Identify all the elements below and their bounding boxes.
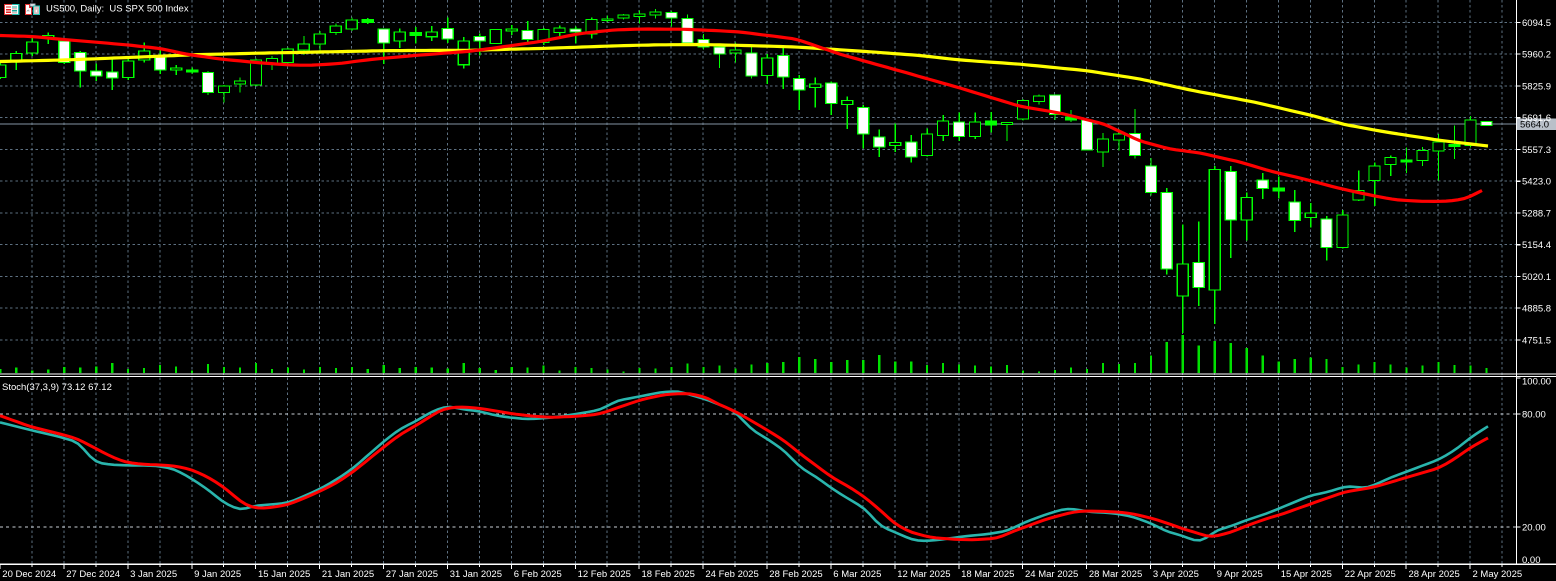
svg-text:15 Apr 2025: 15 Apr 2025 xyxy=(1281,569,1332,580)
svg-text:2 May 2025: 2 May 2025 xyxy=(1473,569,1523,580)
svg-text:Stoch(37,3,9) 73.12 67.12: Stoch(37,3,9) 73.12 67.12 xyxy=(2,382,112,393)
svg-text:5825.9: 5825.9 xyxy=(1522,81,1551,92)
svg-text:27 Jan 2025: 27 Jan 2025 xyxy=(386,569,438,580)
svg-text:24 Feb 2025: 24 Feb 2025 xyxy=(705,569,758,580)
svg-text:31 Jan 2025: 31 Jan 2025 xyxy=(450,569,502,580)
svg-text:22 Apr 2025: 22 Apr 2025 xyxy=(1345,569,1396,580)
svg-text:9 Jan 2025: 9 Jan 2025 xyxy=(194,569,241,580)
svg-text:5288.7: 5288.7 xyxy=(1522,208,1551,219)
svg-text:6 Mar 2025: 6 Mar 2025 xyxy=(833,569,881,580)
svg-text:12 Mar 2025: 12 Mar 2025 xyxy=(897,569,950,580)
svg-text:5557.3: 5557.3 xyxy=(1522,145,1551,156)
svg-text:3 Apr 2025: 3 Apr 2025 xyxy=(1153,569,1199,580)
svg-text:100.00: 100.00 xyxy=(1522,377,1551,388)
svg-text:80.00: 80.00 xyxy=(1522,409,1546,420)
svg-text:4751.5: 4751.5 xyxy=(1522,335,1551,346)
svg-text:27 Dec 2024: 27 Dec 2024 xyxy=(66,569,120,580)
svg-text:5691.6: 5691.6 xyxy=(1522,113,1551,124)
svg-text:5960.2: 5960.2 xyxy=(1522,50,1551,61)
svg-text:18 Feb 2025: 18 Feb 2025 xyxy=(642,569,695,580)
svg-text:24 Mar 2025: 24 Mar 2025 xyxy=(1025,569,1078,580)
svg-text:5423.0: 5423.0 xyxy=(1522,177,1551,188)
svg-text:4885.8: 4885.8 xyxy=(1522,304,1551,315)
svg-text:6094.5: 6094.5 xyxy=(1522,18,1551,29)
svg-text:12 Feb 2025: 12 Feb 2025 xyxy=(578,569,631,580)
svg-text:6 Feb 2025: 6 Feb 2025 xyxy=(514,569,562,580)
svg-text:20.00: 20.00 xyxy=(1522,522,1546,533)
svg-text:15 Jan 2025: 15 Jan 2025 xyxy=(258,569,310,580)
svg-text:5154.4: 5154.4 xyxy=(1522,240,1551,251)
svg-text:28 Feb 2025: 28 Feb 2025 xyxy=(769,569,822,580)
svg-text:18 Mar 2025: 18 Mar 2025 xyxy=(961,569,1014,580)
svg-text:9 Apr 2025: 9 Apr 2025 xyxy=(1217,569,1263,580)
svg-text:3 Jan 2025: 3 Jan 2025 xyxy=(130,569,177,580)
svg-text:20 Dec 2024: 20 Dec 2024 xyxy=(2,569,56,580)
svg-text:21 Jan 2025: 21 Jan 2025 xyxy=(322,569,374,580)
svg-text:5664.0: 5664.0 xyxy=(1520,120,1549,131)
svg-text:28 Mar 2025: 28 Mar 2025 xyxy=(1089,569,1142,580)
svg-text:US500, Daily: US SPX 500 Inde: US500, Daily: US SPX 500 Index xyxy=(46,4,189,15)
svg-text:5020.1: 5020.1 xyxy=(1522,272,1551,283)
svg-text:28 Apr 2025: 28 Apr 2025 xyxy=(1409,569,1460,580)
svg-text:0.00: 0.00 xyxy=(1522,555,1541,566)
